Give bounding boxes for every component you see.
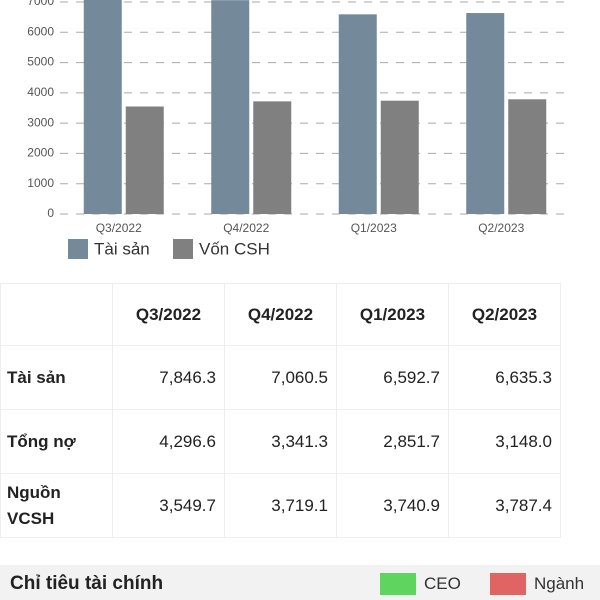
y-tick-label: 7000 [27,0,54,8]
table-row: Tổng nợ 4,296.6 3,341.3 2,851.7 3,148.0 [0,409,561,474]
y-tick-label: 2000 [27,146,54,160]
legend-item: Ngành [490,573,584,595]
legend-item: CEO [380,573,461,595]
legend-swatch [68,239,88,259]
legend-label: Vốn CSH [199,239,270,258]
cell: 2,851.7 [336,409,449,474]
cell: 3,341.3 [224,409,337,474]
bar [508,99,547,214]
chart: 0 1000 2000 3000 4000 5000 6000 7000 Q3/2022 Q4/2… [27,0,570,259]
bar [466,13,505,215]
row-label: Tổng nợ [0,409,113,474]
x-tick-label: Q3/2022 [96,221,142,235]
section-title: Chỉ tiêu tài chính [10,573,164,594]
header-row: Q3/2022 Q4/2022 Q1/2023 Q2/2023 [0,283,561,346]
column-header: Q4/2022 [224,283,337,346]
legend-swatch [490,573,526,595]
column-header: Q1/2023 [336,283,449,346]
bar [211,0,250,215]
legend-label: CEO [424,574,461,593]
legend-label: Ngành [534,574,585,593]
bar [83,0,122,214]
table-row: Tài sản 7,846.3 7,060.5 6,592.7 6,635.3 [0,345,561,410]
row-label: Nguồn VCSH [0,473,113,538]
cell: 6,592.7 [336,345,449,410]
legend-label: Tài sản [94,239,150,258]
column-header: Q3/2022 [112,283,225,346]
cell: 3,740.9 [336,473,449,538]
cell: 3,719.1 [224,473,337,538]
x-tick-label: Q4/2022 [223,221,269,235]
y-tick-label: 1000 [27,176,54,190]
x-tick-label: Q1/2023 [351,221,397,235]
legend-swatch [380,573,416,595]
y-tick-label: 4000 [27,85,54,99]
cell: 4,296.6 [112,409,225,474]
row-label: Tài sản [0,345,113,410]
cell: 7,060.5 [224,345,337,410]
data-table: Q3/2022 Q4/2022 Q1/2023 Q2/2023 Tài sản 7,846… [0,283,561,538]
cell: 6,635.3 [448,345,561,410]
bar [253,101,292,214]
bar [338,14,377,214]
x-tick-label: Q2/2023 [478,221,524,235]
cell: 3,148.0 [448,409,561,474]
column-header: Q2/2023 [448,283,561,346]
y-tick-label: 6000 [27,24,54,38]
section-bar: Chỉ tiêu tài chính CEO Ngành [0,565,600,600]
cell: 7,846.3 [112,345,225,410]
table-row: Nguồn VCSH 3,549.7 3,719.1 3,740.9 3,787.4 [0,473,561,538]
bar [125,106,164,214]
corner [0,283,113,346]
y-tick-label: 0 [47,206,54,220]
y-tick-label: 3000 [27,115,54,129]
bar [380,100,419,214]
cell: 3,549.7 [112,473,225,538]
y-tick-label: 5000 [27,55,54,69]
legend-swatch [173,239,193,259]
cell: 3,787.4 [448,473,561,538]
